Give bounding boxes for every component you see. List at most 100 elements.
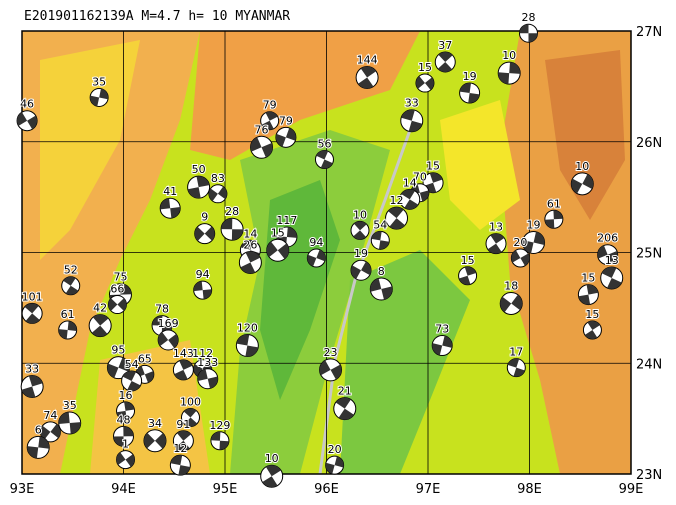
beachball-compression [135, 365, 154, 383]
depth-label: 6 [35, 423, 42, 436]
beachball-compression [183, 408, 198, 427]
beachball [88, 314, 112, 338]
beachball-compression [498, 62, 521, 85]
depth-label: 41 [163, 185, 177, 198]
beachball-compression [500, 294, 523, 313]
depth-label: 16 [119, 389, 133, 402]
beachball [116, 450, 136, 470]
depth-label: 10 [575, 160, 589, 173]
beachball [510, 248, 530, 268]
beachball [194, 223, 216, 245]
depth-label: 46 [20, 98, 34, 111]
depth-label: 76 [255, 123, 269, 136]
beachball-compression [519, 24, 538, 43]
depth-label: 14 [403, 176, 417, 189]
beachball [21, 302, 43, 324]
beachball [193, 280, 213, 300]
depth-label: 28 [225, 205, 239, 218]
beachball-compression [571, 174, 594, 194]
beachball-compression [487, 233, 505, 254]
beachball [210, 431, 230, 451]
depth-label: 120 [237, 322, 258, 335]
beachball-compression [437, 51, 453, 73]
beachball-compression [578, 284, 599, 305]
depth-label: 18 [504, 279, 518, 292]
beachball-compression [21, 375, 43, 398]
depth-label: 206 [597, 232, 618, 245]
beachball [113, 425, 134, 447]
depth-label: 74 [43, 409, 57, 422]
beachball [431, 335, 453, 357]
beachball [369, 277, 393, 301]
beachball-compression [388, 207, 405, 230]
depth-label: 15 [426, 160, 440, 173]
beachball [544, 209, 564, 229]
beachball-compression [325, 456, 344, 474]
x-tick-label: 96E [314, 482, 339, 497]
depth-label: 79 [263, 99, 277, 112]
beachball-compression [113, 426, 134, 447]
beachball [159, 197, 181, 219]
depth-label: 66 [110, 283, 124, 296]
beachball-compression [370, 278, 393, 300]
beachball [458, 266, 478, 286]
beachball-compression [544, 210, 563, 229]
beachball-compression [197, 369, 218, 389]
beachball [570, 172, 594, 196]
x-tick-label: 95E [213, 482, 238, 497]
y-tick-label: 26N [636, 136, 662, 151]
beachball-compression [511, 250, 530, 266]
beachball [597, 244, 619, 266]
beachball-compression [423, 172, 443, 193]
depth-label: 13 [489, 221, 503, 234]
depth-label: 23 [324, 346, 338, 359]
beachball-compression [116, 452, 135, 467]
x-tick-label: 94E [111, 482, 136, 497]
depth-label: 12 [173, 442, 187, 455]
depth-label: 10 [353, 208, 367, 221]
beachball-compression [410, 184, 429, 202]
x-tick-label: 99E [619, 482, 644, 497]
depth-label: 21 [338, 385, 352, 398]
beachball-compression [319, 360, 342, 380]
y-tick-label: 23N [636, 468, 662, 483]
beachball [506, 358, 526, 378]
beachball [350, 259, 372, 281]
beachball-compression [193, 281, 212, 300]
beachball [157, 329, 179, 351]
beachball-compression [40, 424, 61, 440]
depth-label: 33 [405, 97, 419, 110]
depth-label: 20 [513, 236, 527, 249]
beachball [370, 230, 390, 250]
beachball-compression [416, 76, 434, 90]
beachball [169, 454, 191, 476]
beachball-compression [353, 221, 367, 240]
beachball [350, 220, 370, 240]
beachball [180, 408, 200, 428]
beachball-compression [58, 321, 77, 339]
depth-label: 48 [117, 413, 131, 426]
depth-label: 52 [64, 264, 78, 277]
depth-label: 33 [25, 363, 39, 376]
beachball [39, 421, 61, 443]
y-tick-label: 25N [636, 247, 662, 262]
beachball-compression [90, 88, 109, 107]
beachball [499, 291, 523, 315]
beachball [143, 429, 167, 453]
beachball [187, 175, 211, 199]
beachball-compression [210, 431, 229, 450]
beachball-compression [58, 412, 81, 434]
beachball-compression [236, 334, 259, 357]
depth-label: 37 [438, 39, 452, 52]
depth-label: 15 [418, 61, 432, 74]
depth-label: 19 [527, 219, 541, 232]
beachball-compression [335, 397, 354, 420]
beachball [20, 375, 44, 399]
depth-label: 61 [547, 197, 561, 210]
beachball [172, 430, 194, 452]
beachball [319, 358, 343, 382]
beachball [121, 370, 143, 392]
map-title: E201901162139A M=4.7 h= 10 MYANMAR [24, 9, 290, 24]
depth-label: 94 [196, 268, 210, 281]
beachball-compression [170, 455, 191, 476]
